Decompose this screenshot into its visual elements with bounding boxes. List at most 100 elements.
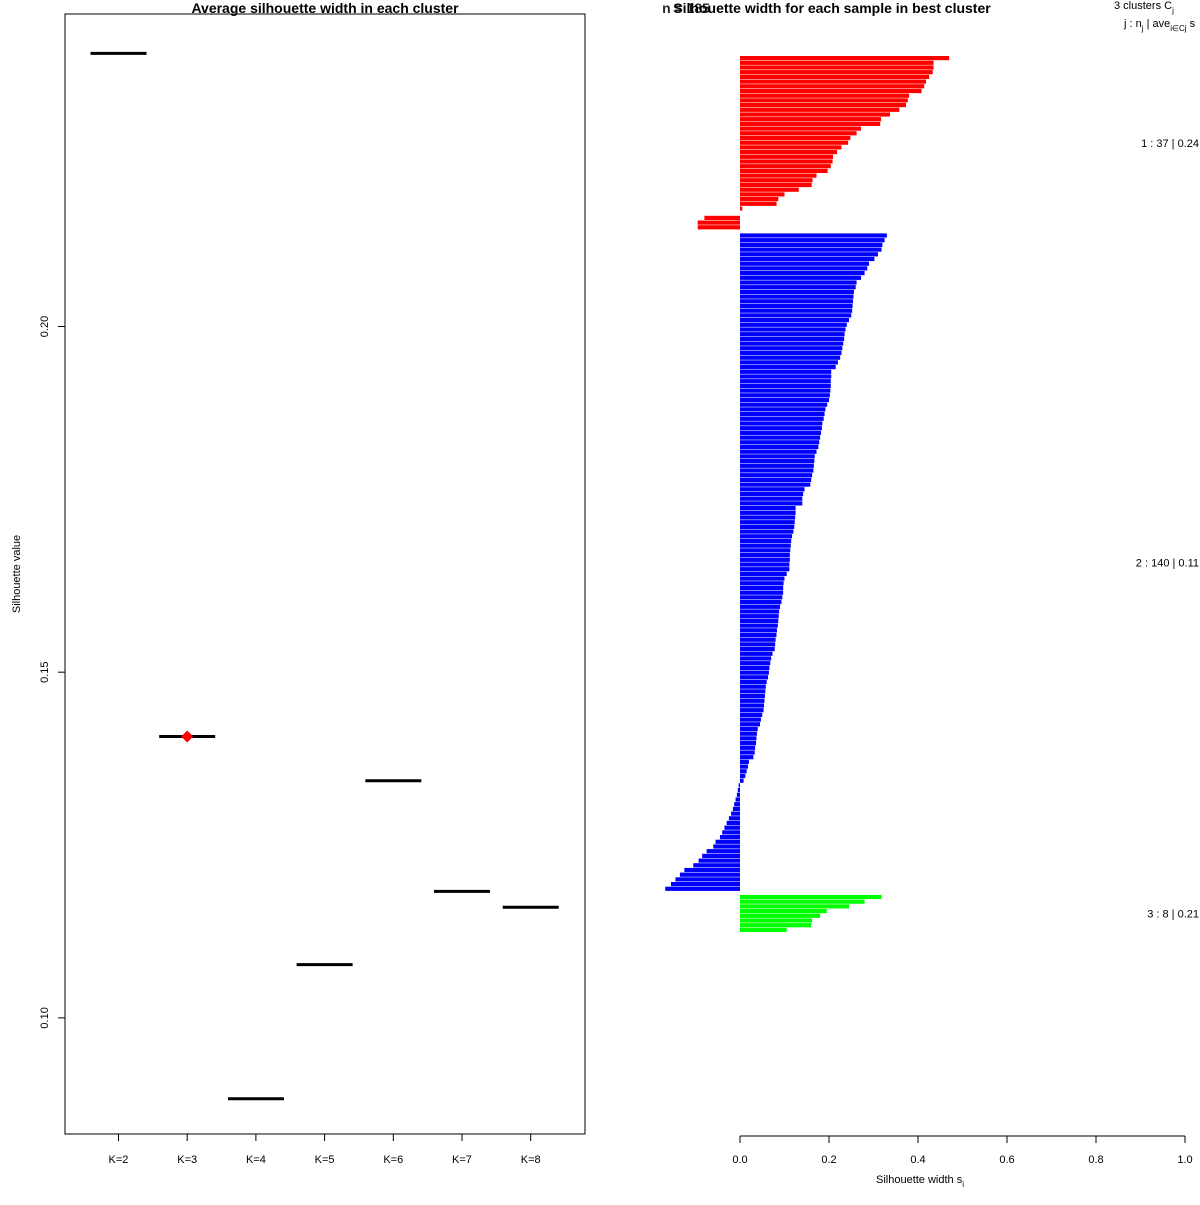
silhouette-bar-cluster-1 (740, 197, 778, 201)
silhouette-bar-cluster-2 (740, 323, 847, 327)
silhouette-bar-cluster-2 (740, 492, 803, 496)
silhouette-bar-cluster-2 (740, 661, 770, 665)
silhouette-bar-cluster-3 (740, 928, 787, 932)
silhouette-bar-cluster-2 (740, 407, 825, 411)
silhouette-bar-cluster-2 (740, 685, 766, 689)
cluster-2-summary: 2 : 140 | 0.11 (1136, 557, 1199, 569)
silhouette-bar-cluster-1 (704, 216, 740, 220)
silhouette-bar-cluster-2 (734, 802, 740, 806)
silhouette-bar-cluster-2 (740, 736, 756, 740)
right-x-tick-label: 0.0 (732, 1154, 747, 1166)
silhouette-bar-cluster-1 (740, 94, 909, 98)
silhouette-bar-cluster-1 (740, 108, 899, 112)
silhouette-bar-cluster-2 (702, 854, 740, 858)
silhouette-bar-cluster-2 (740, 619, 778, 623)
silhouette-bar-cluster-2 (740, 374, 831, 378)
silhouette-bar-cluster-2 (740, 295, 853, 299)
left-x-tick-label: K=2 (109, 1154, 129, 1166)
silhouette-bar-cluster-1 (740, 127, 861, 131)
silhouette-bar-cluster-2 (740, 506, 796, 510)
silhouette-bar-cluster-2 (729, 816, 740, 820)
silhouette-bar-cluster-3 (740, 904, 849, 908)
silhouette-bar-cluster-2 (740, 553, 790, 557)
silhouette-bar-cluster-2 (740, 525, 794, 529)
silhouette-bar-cluster-2 (740, 233, 887, 237)
silhouette-bar-cluster-2 (740, 309, 852, 313)
silhouette-bar-cluster-1 (740, 65, 934, 69)
silhouette-bar-cluster-1 (740, 202, 776, 206)
silhouette-bar-cluster-2 (684, 868, 740, 872)
silhouette-bar-cluster-2 (740, 266, 867, 270)
silhouette-bar-cluster-2 (740, 473, 812, 477)
silhouette-bar-cluster-2 (740, 313, 851, 317)
silhouette-bar-cluster-2 (716, 840, 740, 844)
silhouette-bar-cluster-2 (740, 440, 819, 444)
silhouette-bar-cluster-1 (740, 159, 833, 163)
silhouette-bar-cluster-2 (740, 468, 813, 472)
silhouette-bar-cluster-2 (740, 403, 827, 407)
silhouette-bar-cluster-2 (740, 562, 789, 566)
silhouette-bar-cluster-2 (740, 450, 817, 454)
silhouette-bar-cluster-2 (740, 572, 787, 576)
silhouette-bar-cluster-2 (740, 459, 814, 463)
silhouette-bar-cluster-2 (731, 812, 740, 816)
silhouette-bar-cluster-1 (740, 75, 929, 79)
best-k-marker (181, 730, 193, 742)
silhouette-bar-cluster-2 (740, 379, 831, 383)
silhouette-bar-cluster-2 (740, 558, 790, 562)
silhouette-bar-cluster-2 (680, 873, 740, 877)
right-x-tick-label: 0.2 (821, 1154, 836, 1166)
silhouette-bar-cluster-2 (740, 609, 779, 613)
silhouette-bar-cluster-1 (698, 221, 740, 225)
silhouette-bar-cluster-1 (740, 164, 831, 168)
silhouette-bar-cluster-1 (740, 188, 799, 192)
silhouette-bar-cluster-2 (740, 544, 791, 548)
silhouette-bar-cluster-2 (740, 351, 841, 355)
silhouette-bar-cluster-2 (693, 863, 740, 867)
silhouette-bar-cluster-2 (740, 285, 856, 289)
silhouette-bar-cluster-1 (740, 84, 924, 88)
silhouette-bar-cluster-1 (740, 150, 837, 154)
silhouette-bar-cluster-2 (740, 577, 785, 581)
silhouette-bar-cluster-2 (740, 694, 765, 698)
silhouette-bar-cluster-1 (740, 155, 833, 159)
silhouette-bar-cluster-2 (740, 478, 811, 482)
silhouette-bar-cluster-2 (740, 779, 744, 783)
silhouette-bar-cluster-2 (740, 595, 782, 599)
silhouette-bar-cluster-2 (740, 614, 779, 618)
silhouette-bar-cluster-2 (740, 436, 820, 440)
silhouette-bar-cluster-2 (740, 680, 767, 684)
silhouette-bar-cluster-2 (740, 675, 768, 679)
silhouette-bar-cluster-2 (740, 703, 764, 707)
silhouette-bar-cluster-2 (720, 835, 740, 839)
silhouette-bar-cluster-2 (740, 633, 776, 637)
silhouette-bar-cluster-2 (740, 243, 882, 247)
silhouette-bar-cluster-2 (740, 511, 796, 515)
left-chart: Average silhouette width in each cluster… (11, 0, 585, 1166)
right-chart-n-label: n = 185 (662, 0, 710, 16)
silhouette-bar-cluster-2 (740, 591, 783, 595)
silhouette-bar-cluster-2 (740, 299, 853, 303)
silhouette-bar-cluster-2 (740, 760, 749, 764)
silhouette-bar-cluster-1 (740, 56, 949, 60)
cluster-summary-header: 3 clusters Cj j : nj | avei∈Cj s (1114, 0, 1196, 33)
silhouette-bar-cluster-2 (740, 257, 874, 261)
silhouette-bar-cluster-2 (740, 337, 844, 341)
silhouette-bar-cluster-1 (740, 122, 880, 126)
silhouette-bar-cluster-2 (739, 783, 740, 787)
right-x-tick-label: 0.4 (910, 1154, 925, 1166)
cluster-1-summary: 1 : 37 | 0.24 (1141, 138, 1199, 150)
left-marks (91, 53, 559, 1098)
silhouette-bar-cluster-2 (740, 262, 869, 266)
left-x-tick-label: K=8 (521, 1154, 541, 1166)
silhouette-bar-cluster-2 (740, 426, 822, 430)
silhouette-bar-cluster-3 (740, 895, 882, 899)
left-y-tick-label: 0.20 (39, 316, 51, 337)
silhouette-bar-cluster-1 (740, 145, 841, 149)
silhouette-bar-cluster-2 (740, 689, 765, 693)
silhouette-bar-cluster-1 (740, 206, 742, 210)
right-x-axis-label: Silhouette width si (876, 1174, 964, 1189)
silhouette-bar-cluster-2 (713, 844, 740, 848)
silhouette-bar-cluster-2 (740, 238, 885, 242)
